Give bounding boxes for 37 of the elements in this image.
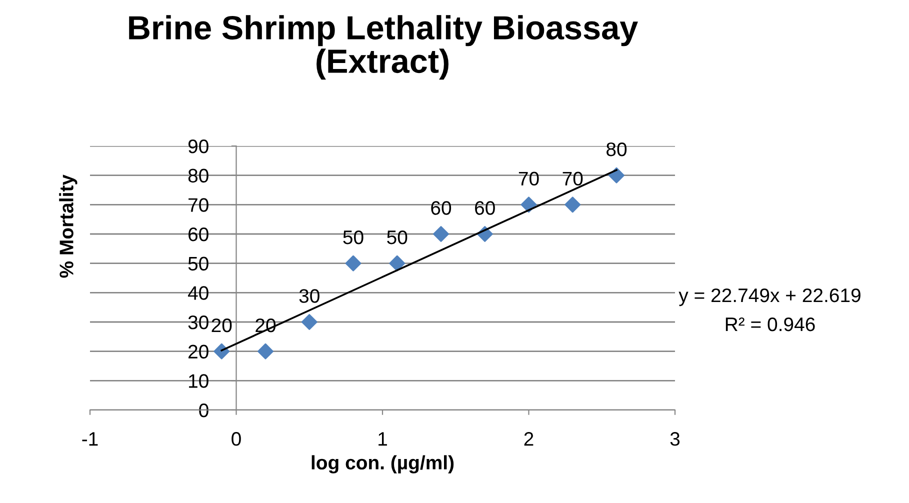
data-label: 60 — [431, 201, 452, 215]
y-tick-label: 20 — [188, 344, 208, 359]
y-tick-label: 70 — [188, 198, 208, 212]
y-tick-label: 30 — [188, 315, 208, 330]
point — [214, 343, 230, 360]
x-tick-label: 3 — [670, 432, 680, 446]
data-label: 80 — [606, 142, 627, 156]
x-axis-title: log con. (µg/ml) — [312, 455, 454, 474]
x-tick-label: 2 — [524, 432, 534, 446]
text: R² = 0.946 — [726, 317, 815, 332]
y-tick-label: 50 — [188, 256, 208, 271]
point — [520, 196, 537, 213]
x-tick-label: 0 — [232, 432, 241, 446]
y-tick-label: 10 — [189, 374, 208, 388]
x-tick-label: -1 — [82, 432, 98, 446]
x-tick-label: 1 — [378, 432, 387, 446]
point — [345, 255, 362, 272]
chart-title: Brine Shrimp Lethality Bioassay (Extract) — [129, 15, 638, 80]
point — [564, 196, 581, 213]
data-label: 20 — [212, 318, 232, 332]
y-tick-label: 40 — [188, 286, 208, 300]
point — [389, 255, 406, 272]
point — [301, 314, 318, 330]
data-label: 50 — [387, 230, 408, 244]
y-tick-label: 90 — [188, 139, 208, 154]
point — [258, 343, 274, 360]
y-axis-title: % Mortality — [59, 174, 78, 278]
point — [433, 226, 449, 242]
point — [608, 167, 624, 184]
text: y = 22.749x + 22.619 — [678, 288, 860, 306]
data-label: 70 — [518, 172, 539, 186]
data-label: 50 — [343, 230, 364, 244]
y-tick-label: 60 — [188, 227, 208, 242]
data-label: 70 — [562, 172, 583, 186]
data-label: 30 — [299, 289, 320, 303]
data-label: 60 — [475, 201, 495, 215]
y-tick-label: 80 — [188, 168, 208, 183]
